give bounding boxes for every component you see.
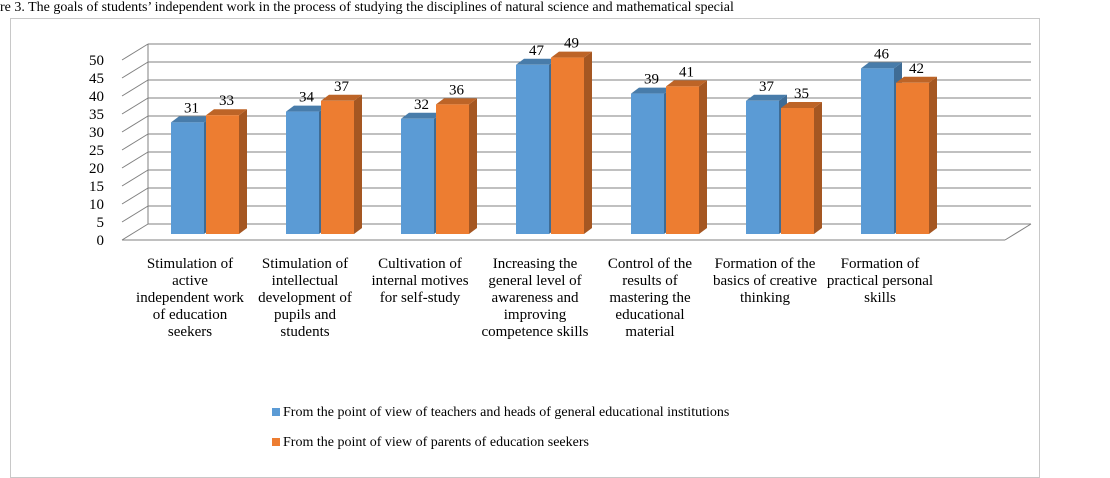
grid-line-side (121, 97, 149, 115)
x-tick-label: Increasing the general level of awarenes… (481, 256, 589, 340)
x-tick-label: Cultivation of internal motives for self… (371, 256, 469, 306)
data-label: 49 (564, 36, 579, 52)
bar-top (551, 51, 592, 58)
y-tick-label: 10 (89, 197, 104, 213)
data-label: 34 (299, 90, 315, 106)
bar (861, 68, 894, 235)
bar-side (814, 102, 822, 234)
bar-top (436, 98, 477, 105)
bar-top (401, 112, 442, 119)
legend-label: From the point of view of parents of edu… (283, 435, 589, 450)
bar (286, 111, 319, 234)
legend-entry: From the point of view of teachers and h… (272, 405, 729, 421)
y-tick-label: 35 (89, 107, 104, 123)
grid-line-side (121, 187, 149, 205)
data-label: 35 (794, 86, 809, 102)
x-tick-label: Control of the results of mastering the … (607, 256, 693, 340)
data-label: 37 (759, 79, 775, 95)
x-tick-label: Stimulation of intellectual development … (258, 256, 352, 340)
grid-line-side (121, 223, 149, 241)
y-tick-label: 50 (89, 53, 104, 69)
legend-swatch (272, 408, 280, 416)
bar-side (699, 80, 707, 235)
bar (171, 122, 204, 234)
bar (551, 57, 584, 234)
bar (516, 64, 549, 234)
data-label: 37 (334, 79, 350, 95)
chart-title: re 3. The goals of students’ independent… (0, 0, 734, 15)
bar-side (354, 94, 362, 234)
bar (666, 86, 699, 235)
y-tick-label: 20 (89, 161, 104, 177)
data-label: 42 (909, 61, 924, 77)
bar-top (781, 102, 822, 108)
bar-side (929, 76, 937, 234)
data-label: 47 (529, 43, 545, 59)
y-tick-label: 25 (89, 143, 104, 159)
legend-label: From the point of view of teachers and h… (283, 405, 730, 420)
bar (896, 82, 929, 234)
bar-top (321, 94, 362, 101)
bar (206, 115, 239, 234)
grid-line-side (121, 133, 149, 151)
bar-top (516, 58, 557, 65)
x-tick-label: Stimulation of active independent work o… (136, 256, 244, 340)
data-label: 36 (449, 82, 465, 98)
grid-line-side (121, 169, 149, 187)
y-tick-label: 0 (97, 233, 105, 249)
data-label: 39 (644, 72, 659, 88)
data-label: 33 (219, 93, 234, 109)
bar-top (666, 80, 707, 87)
grid-line-side (121, 115, 149, 133)
bar-top (896, 76, 937, 83)
x-tick-label: Formation of practical personal skills (826, 256, 934, 306)
y-tick-label: 45 (89, 71, 104, 87)
floor-right (1004, 223, 1032, 241)
y-tick-label: 15 (89, 179, 104, 195)
legend-entry: From the point of view of parents of edu… (272, 435, 589, 451)
y-tick-label: 30 (89, 125, 104, 141)
grid-line-side (121, 43, 149, 61)
legend-swatch (272, 438, 280, 446)
grid-line-side (121, 79, 149, 97)
bar-top (631, 87, 672, 94)
bar (631, 93, 664, 234)
bar (746, 100, 779, 234)
grid-line-side (121, 205, 149, 223)
bar-top (206, 109, 247, 116)
data-label: 41 (679, 64, 694, 80)
grid-line-side (121, 151, 149, 169)
bar-top (746, 94, 787, 101)
bar (401, 118, 434, 234)
y-tick-label: 5 (97, 215, 105, 231)
y-tick-label: 40 (89, 89, 104, 105)
data-label: 46 (874, 46, 890, 62)
bar (781, 108, 814, 234)
bar-top (171, 116, 212, 123)
bar (321, 100, 354, 234)
bar-side (469, 98, 477, 235)
bar-top (861, 62, 902, 69)
bar-top (286, 105, 327, 112)
bar-side (584, 51, 592, 234)
data-label: 31 (184, 100, 199, 116)
x-tick-label: Formation of the basics of creative thin… (712, 256, 818, 306)
bar-side (239, 109, 247, 234)
bar (436, 104, 469, 235)
grid-line-side (121, 61, 149, 79)
data-label: 32 (414, 97, 429, 113)
